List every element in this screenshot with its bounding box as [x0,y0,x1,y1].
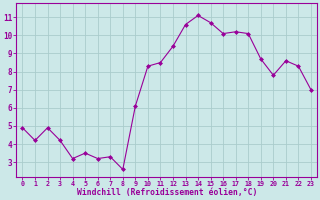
X-axis label: Windchill (Refroidissement éolien,°C): Windchill (Refroidissement éolien,°C) [76,188,257,197]
